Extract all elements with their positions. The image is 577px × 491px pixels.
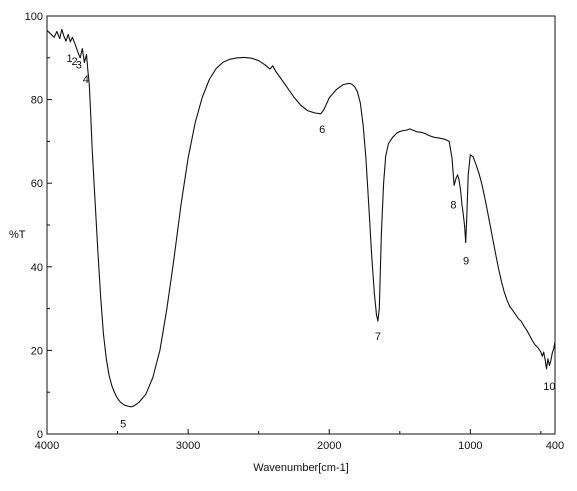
y-tick-label: 40 xyxy=(31,262,43,274)
y-tick-label: 80 xyxy=(31,95,43,107)
peak-label-7: 7 xyxy=(375,331,381,343)
y-axis-ticks: 0 20 40 60 80 100 xyxy=(25,11,52,441)
y-tick-label: 100 xyxy=(25,11,43,23)
peak-label-9: 9 xyxy=(463,256,469,268)
peak-label-10: 10 xyxy=(543,381,555,393)
y-axis-title: %T xyxy=(9,229,26,241)
x-axis-title: Wavenumber[cm-1] xyxy=(253,462,349,474)
peak-label-3: 3 xyxy=(76,59,82,71)
peak-label-6: 6 xyxy=(319,124,325,136)
y-tick-label: 20 xyxy=(31,345,43,357)
x-tick-label: 2000 xyxy=(317,440,341,452)
peak-label-1: 1 xyxy=(67,53,73,65)
x-axis-ticks: 4000 3000 2000 1000 400 xyxy=(35,429,564,452)
transmittance-line xyxy=(46,28,556,408)
y-tick-label: 60 xyxy=(31,178,43,190)
x-tick-label: 400 xyxy=(546,440,564,452)
peak-label-8: 8 xyxy=(450,199,456,211)
peak-label-5: 5 xyxy=(120,419,126,431)
x-tick-label: 3000 xyxy=(176,440,200,452)
x-tick-label: 4000 xyxy=(35,440,59,452)
x-tick-label: 1000 xyxy=(458,440,482,452)
peak-label-2: 2 xyxy=(71,56,77,68)
y-tick-label: 0 xyxy=(37,429,43,441)
plot-frame xyxy=(46,15,556,435)
peak-label-4: 4 xyxy=(83,74,89,86)
